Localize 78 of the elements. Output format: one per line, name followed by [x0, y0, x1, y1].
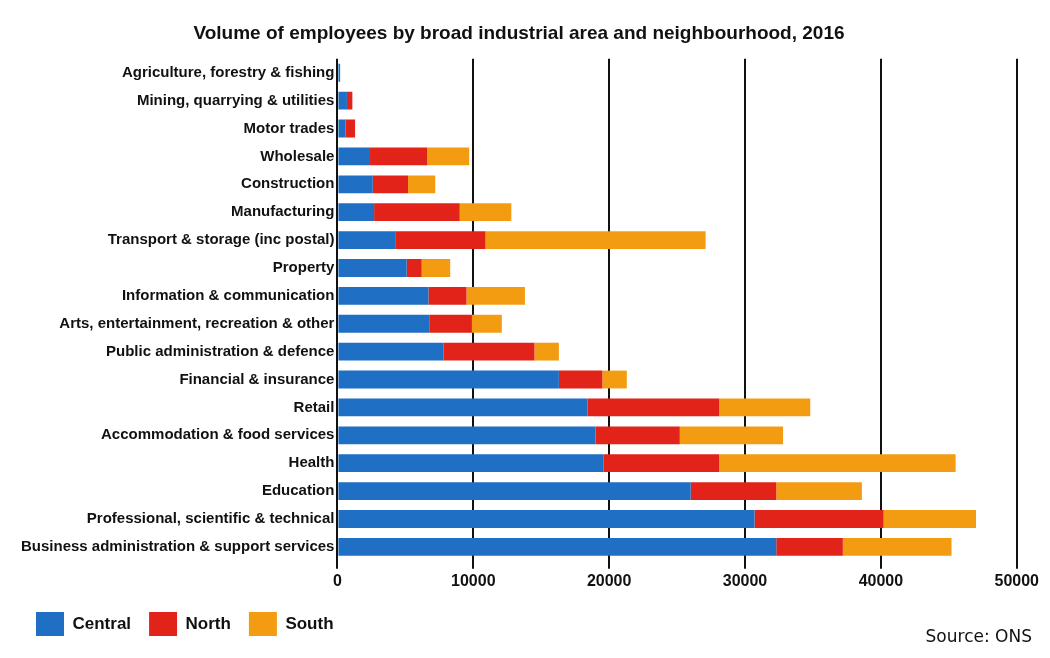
x-tick-label: 30000	[722, 571, 768, 589]
bar	[338, 370, 559, 389]
bar	[338, 510, 755, 528]
x-tick-label: 0	[332, 571, 342, 589]
bar	[374, 203, 460, 222]
bar	[395, 231, 486, 249]
bar	[595, 426, 680, 445]
bar	[338, 454, 604, 473]
bar	[883, 510, 976, 528]
bar	[338, 91, 347, 110]
y-tick-label: Property	[272, 258, 336, 276]
chart-title: Volume of employees by broad industrial area and neighbourhood, 2016	[193, 21, 845, 43]
bar	[408, 175, 436, 194]
bar	[776, 482, 862, 500]
x-tick-label: 40000	[858, 571, 904, 589]
bar	[429, 314, 472, 333]
bar	[690, 482, 777, 500]
legend-label: Central	[72, 613, 132, 633]
bar	[428, 286, 467, 305]
bar	[776, 537, 843, 556]
bar	[338, 231, 396, 249]
bar	[338, 314, 430, 333]
bar	[338, 147, 371, 166]
y-tick-label: Construction	[241, 174, 335, 192]
y-tick-label: Public administration & defence	[106, 341, 335, 359]
bar	[466, 286, 525, 305]
y-tick-label: Business administration & support services	[20, 537, 335, 554]
bar	[719, 454, 956, 473]
bar	[338, 398, 588, 417]
bar	[372, 175, 409, 194]
bar	[602, 370, 627, 389]
y-tick-label: Financial & insurance	[179, 369, 335, 387]
bar	[603, 454, 720, 473]
y-tick-label: Accommodation & food services	[101, 425, 335, 443]
bar	[471, 314, 502, 333]
y-tick-label: Information & communication	[121, 286, 335, 303]
bar	[679, 426, 784, 445]
y-tick-label: Health	[288, 453, 335, 471]
x-tick-label: 10000	[451, 571, 496, 589]
bar	[338, 175, 373, 194]
source-note: Source: ONS	[925, 625, 1032, 646]
bar	[338, 119, 346, 138]
bar	[534, 342, 559, 361]
bar	[338, 426, 596, 445]
legend-label: North	[185, 613, 231, 633]
x-tick-label: 50000	[994, 571, 1040, 589]
bar	[485, 231, 706, 249]
y-tick-label: Manufacturing	[231, 202, 335, 220]
bar	[338, 342, 444, 361]
bar	[338, 203, 375, 222]
y-tick-label: Agriculture, forestry & fishing	[121, 62, 335, 80]
bar	[338, 286, 429, 305]
bar	[338, 537, 777, 556]
y-tick-label: Mining, quarrying & utilities	[136, 90, 335, 108]
bar	[558, 370, 603, 389]
y-tick-label: Professional, scientific & technical	[86, 509, 335, 527]
bar	[370, 147, 428, 166]
x-tick-label: 20000	[586, 571, 632, 589]
bar	[406, 259, 422, 277]
bar	[338, 259, 407, 277]
y-tick-label: Retail	[293, 397, 335, 415]
y-tick-label: Transport & storage (inc postal)	[107, 230, 335, 248]
bar	[346, 91, 353, 110]
bar	[345, 119, 356, 138]
bar	[719, 398, 811, 417]
bar	[427, 147, 470, 166]
bar	[338, 482, 691, 500]
bar	[842, 537, 952, 556]
y-tick-label: Motor trades	[243, 118, 335, 136]
bar	[587, 398, 720, 417]
y-tick-label: Education	[261, 481, 335, 499]
bar	[754, 510, 884, 528]
bar	[443, 342, 535, 361]
bar	[459, 203, 512, 222]
y-tick-label: Arts, entertainment, recreation & other	[59, 313, 335, 331]
legend-label: South	[285, 613, 334, 633]
bar	[421, 259, 451, 277]
y-tick-label: Wholesale	[260, 146, 335, 164]
